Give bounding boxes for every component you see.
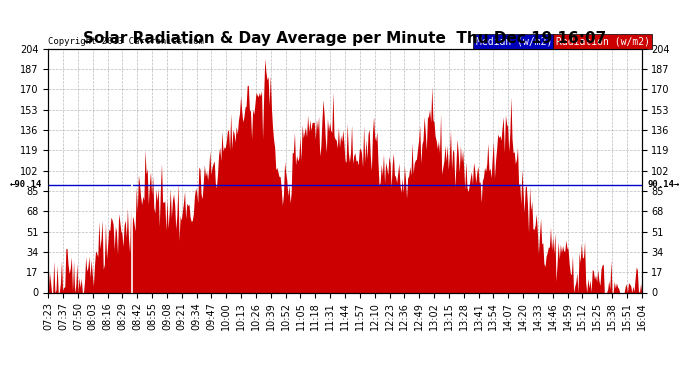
Text: Radiation (w/m2): Radiation (w/m2)	[555, 36, 650, 46]
Text: ←90.14: ←90.14	[10, 180, 42, 189]
Text: Copyright 2013 Cartronics.com: Copyright 2013 Cartronics.com	[48, 38, 204, 46]
Text: Median (w/m2): Median (w/m2)	[475, 36, 552, 46]
Text: 90.14→: 90.14→	[648, 180, 680, 189]
Title: Solar Radiation & Day Average per Minute  Thu Dec 19 16:07: Solar Radiation & Day Average per Minute…	[83, 31, 607, 46]
